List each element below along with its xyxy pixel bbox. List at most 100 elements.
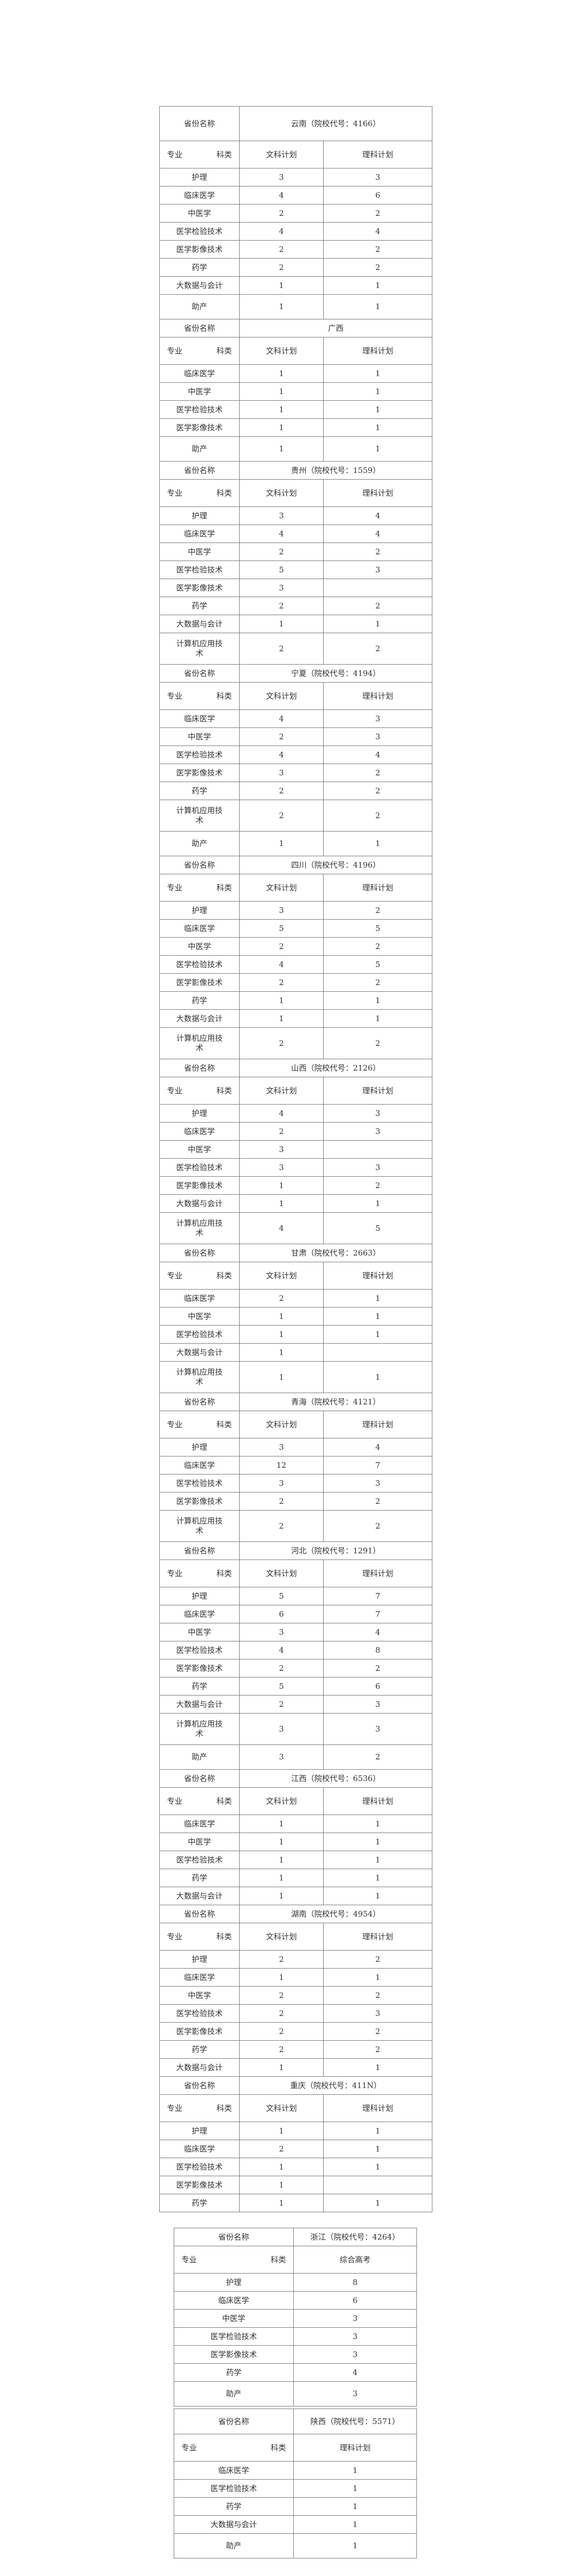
- major-name-text: 计算机应用技术: [176, 1719, 223, 1738]
- li-plan-value: 1: [323, 436, 432, 462]
- li-plan-header: 理科计划: [323, 1923, 432, 1951]
- wen-plan-header: 文科计划: [239, 874, 324, 902]
- li-plan-value: 3: [323, 709, 432, 728]
- wen-plan-value: 2: [239, 1492, 324, 1511]
- major-name: 大数据与会计: [159, 1343, 240, 1362]
- table-row: 医学检验技术 3 3: [159, 1158, 432, 1177]
- li-plan-value: 7: [323, 1456, 432, 1475]
- table-row: 医学检验技术 4 5: [159, 955, 432, 974]
- province-row: 省份名称 山西（院校代号：2126）: [159, 1059, 432, 1077]
- li-plan-value: [323, 2176, 432, 2194]
- major-name: 中医学: [159, 1833, 240, 1851]
- major-name: 中医学: [159, 727, 240, 746]
- major-label: 专业: [167, 1270, 183, 1280]
- wen-plan-value: 2: [239, 633, 324, 665]
- province-label: 省份名称: [174, 2228, 294, 2246]
- wen-plan-value: 1: [239, 418, 324, 437]
- column-header-row: 专业 科类 文科计划 理科计划: [159, 1262, 432, 1290]
- table-row: 大数据与会计 1 1: [159, 1887, 432, 1905]
- table-row: 护理 3 3: [159, 168, 432, 187]
- table-row: 医学检验技术 4 8: [159, 1641, 432, 1659]
- major-category-header: 专业 科类: [159, 1787, 240, 1815]
- table-row: 护理 8: [174, 2273, 417, 2292]
- li-plan-value: 3: [323, 1104, 432, 1123]
- major-name: 药学: [159, 597, 240, 615]
- major-name-text: 计算机应用技术: [176, 1516, 223, 1535]
- table-row: 临床医学 6: [174, 2291, 417, 2310]
- province-name: 山西（院校代号：2126）: [239, 1059, 432, 1077]
- table-row: 中医学 3: [174, 2309, 417, 2328]
- li-plan-value: 6: [323, 186, 432, 205]
- wen-plan-value: 1: [239, 294, 324, 319]
- wen-plan-value: 3: [239, 1474, 324, 1493]
- li-plan-header: 理科计划: [323, 2094, 432, 2122]
- table-row: 医学检验技术 1 1: [159, 2158, 432, 2176]
- major-name: 医学检验技术: [159, 1641, 240, 1659]
- wen-plan-value: 3: [239, 1623, 324, 1641]
- table-row: 临床医学 1 1: [159, 364, 432, 383]
- major-name: 医学影像技术: [159, 973, 240, 992]
- table-row: 药学 2 2: [159, 782, 432, 800]
- major-name: 医学检验技术: [159, 745, 240, 764]
- plan-column-header: 综合高考: [293, 2246, 417, 2274]
- li-plan-value: 2: [323, 1659, 432, 1677]
- wen-plan-value: 1: [239, 2058, 324, 2077]
- wen-plan-value: 2: [239, 1289, 324, 1308]
- table-row: 中医学 3 4: [159, 1623, 432, 1641]
- li-plan-value: 5: [323, 919, 432, 938]
- province-label: 省份名称: [159, 1905, 240, 1923]
- major-label: 专业: [167, 1086, 183, 1095]
- major-name: 计算机应用技术: [159, 800, 240, 832]
- li-plan-value: 1: [323, 1815, 432, 1833]
- table-row: 药学 1 1: [159, 991, 432, 1010]
- table-row: 医学影像技术 3 2: [159, 764, 432, 782]
- category-label: 科类: [216, 1796, 232, 1806]
- li-plan-value: 3: [323, 1713, 432, 1745]
- li-plan-value: 1: [323, 991, 432, 1010]
- table-row: 中医学 3: [159, 1140, 432, 1159]
- table-row: 药学 2 2: [159, 258, 432, 277]
- table-row: 计算机应用技术 2 2: [159, 800, 432, 832]
- column-header-row: 专业 科类 文科计划 理科计划: [159, 337, 432, 365]
- table-row: 药学 4: [174, 2363, 417, 2382]
- li-plan-value: 2: [323, 764, 432, 782]
- major-name: 大数据与会计: [159, 2058, 240, 2077]
- table-row: 药学 2 2: [159, 597, 432, 615]
- table-row: 医学影像技术 3: [159, 579, 432, 597]
- column-header-row: 专业 科类 文科计划 理科计划: [159, 1560, 432, 1587]
- plan-value: 1: [293, 2461, 417, 2480]
- table-row: 医学影像技术 3: [174, 2345, 417, 2364]
- li-plan-header: 理科计划: [323, 1411, 432, 1438]
- li-plan-value: 1: [323, 1869, 432, 1887]
- li-plan-value: 2: [323, 1744, 432, 1770]
- li-plan-value: 4: [323, 1438, 432, 1456]
- table-row: 护理 4 3: [159, 1104, 432, 1123]
- table-row: 大数据与会计 1 1: [159, 1009, 432, 1028]
- wen-plan-value: 1: [239, 1343, 324, 1362]
- table-row: 护理 1 1: [159, 2122, 432, 2140]
- wen-plan-value: 4: [239, 1104, 324, 1123]
- major-name: 计算机应用技术: [159, 1027, 240, 1059]
- li-plan-header: 理科计划: [323, 479, 432, 507]
- li-plan-value: 4: [323, 222, 432, 241]
- province-name: 贵州（院校代号：1559）: [239, 461, 432, 480]
- table-row: 医学检验技术 1 1: [159, 1851, 432, 1869]
- li-plan-value: 2: [323, 937, 432, 956]
- major-name: 中医学: [174, 2309, 294, 2328]
- li-plan-value: 7: [323, 1605, 432, 1623]
- wen-plan-value: 6: [239, 1605, 324, 1623]
- province-label: 省份名称: [159, 664, 240, 683]
- li-plan-header: 理科计划: [323, 141, 432, 168]
- province-row: 省份名称 宁夏（院校代号：4194）: [159, 664, 432, 683]
- major-name: 大数据与会计: [159, 1009, 240, 1028]
- major-name: 医学影像技术: [159, 1176, 240, 1195]
- province-name: 甘肃（院校代号：2663）: [239, 1244, 432, 1262]
- province-label: 省份名称: [159, 1769, 240, 1788]
- li-plan-value: 2: [323, 800, 432, 832]
- major-name: 助产: [159, 294, 240, 319]
- li-plan-value: 1: [323, 615, 432, 633]
- province-name: 湖南（院校代号：4954）: [239, 1905, 432, 1923]
- wen-plan-value: 4: [239, 745, 324, 764]
- table-row: 药学 1 1: [159, 2194, 432, 2212]
- wen-plan-value: 2: [239, 2004, 324, 2023]
